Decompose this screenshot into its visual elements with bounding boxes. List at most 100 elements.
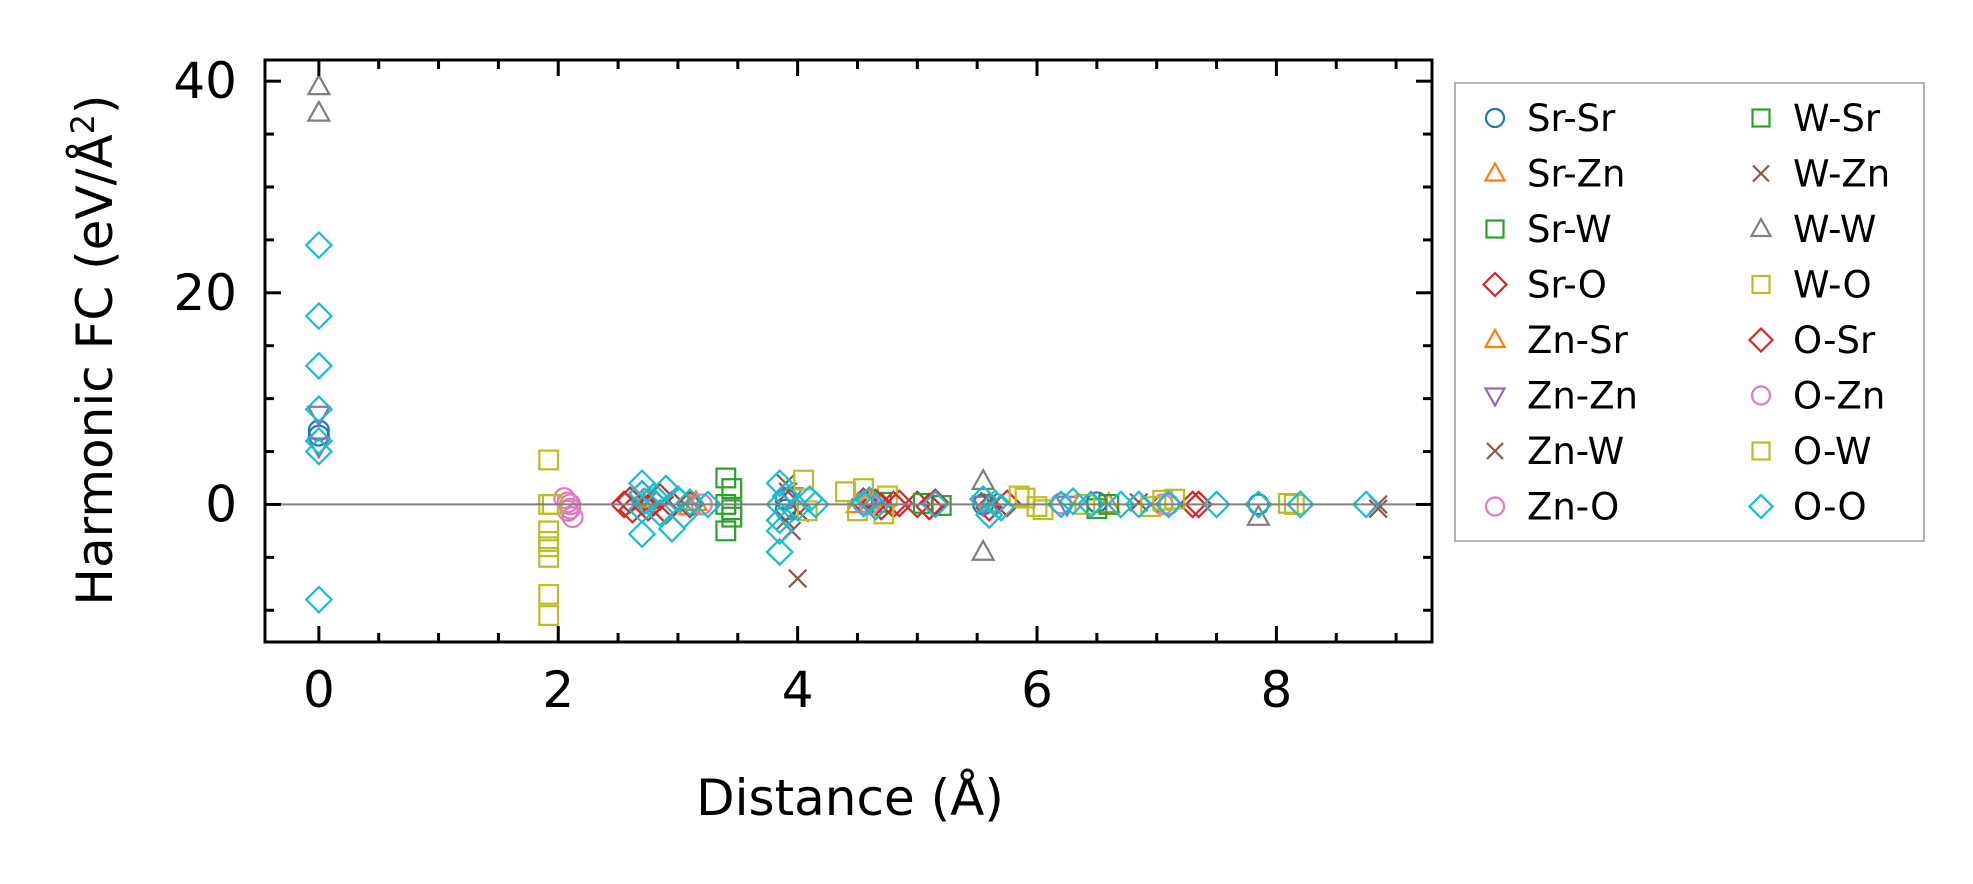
- data-point: [630, 487, 659, 516]
- data-point: [1124, 490, 1153, 519]
- x-tick-label: 4: [782, 661, 814, 719]
- legend-marker: [1751, 274, 1771, 295]
- x-tick-labels: 0 2 4 6 8: [303, 661, 1292, 719]
- legend-marker: [1752, 164, 1770, 183]
- legend-label: Sr-O: [1527, 264, 1607, 307]
- legend-marker: [1484, 107, 1506, 129]
- legend-item: Zn-O: [1484, 486, 1619, 529]
- y-tick-label: 40: [173, 52, 237, 110]
- x-tick-label: 2: [542, 661, 574, 719]
- data-point: [1140, 496, 1162, 518]
- data-point: [849, 489, 878, 518]
- y-tick-labels: 0 20 40: [173, 52, 237, 533]
- legend-marker: [1751, 108, 1771, 128]
- data-point: [306, 99, 332, 122]
- data-point: [765, 537, 794, 567]
- legend-label: O-W: [1793, 430, 1872, 473]
- legend-item: O-W: [1751, 430, 1872, 473]
- data-point: [1368, 499, 1388, 519]
- data-point: [1351, 490, 1381, 519]
- data-point: [304, 585, 334, 614]
- data-point: [721, 478, 743, 500]
- legend-item: Zn-Zn: [1483, 375, 1638, 418]
- data-point: [304, 437, 334, 466]
- data-point: [835, 481, 856, 503]
- data-point: [538, 520, 560, 542]
- legend-item: Sr-W: [1485, 208, 1612, 251]
- data-point: [915, 492, 944, 521]
- data-point: [304, 301, 334, 331]
- data-point: [853, 478, 874, 500]
- axis-ticks: [265, 60, 1432, 642]
- x-tick-label: 8: [1260, 661, 1292, 719]
- legend-marker: [1486, 442, 1504, 460]
- data-point: [721, 506, 743, 528]
- data-point: [627, 479, 657, 509]
- data-point: [538, 536, 560, 558]
- legend-label: W-O: [1793, 264, 1872, 307]
- data-point: [801, 490, 830, 519]
- legend-item: W-Zn: [1752, 153, 1890, 196]
- data-point: [715, 520, 737, 542]
- data-point: [921, 488, 950, 517]
- legend-marker: [1483, 327, 1507, 349]
- y-axis-label: Harmonic FC (eV/Å2): [64, 94, 124, 605]
- legend-marker: [1747, 493, 1775, 520]
- legend-marker: [1483, 161, 1507, 182]
- legend-marker: [1750, 385, 1772, 406]
- data-point: [1164, 488, 1186, 510]
- legend-item: O-Sr: [1747, 319, 1876, 362]
- data-point: [974, 493, 1004, 522]
- legend: Sr-Sr Sr-Zn Sr-W Sr-O Zn-Sr Zn-Zn Zn-W Zn-O W-Sr…: [1454, 82, 1925, 542]
- x-tick-label: 6: [1021, 661, 1053, 719]
- legend-item: W-W: [1749, 208, 1877, 251]
- y-tick-label: 20: [173, 264, 237, 322]
- legend-item: O-Zn: [1750, 375, 1885, 418]
- data-point: [538, 583, 560, 605]
- data-point: [921, 490, 950, 519]
- legend-label: Zn-Zn: [1527, 375, 1638, 418]
- data-point: [765, 516, 794, 546]
- data-point: [645, 498, 675, 528]
- legend-label: O-Zn: [1793, 375, 1885, 418]
- data-point: [1202, 490, 1231, 519]
- series-sr-o: [609, 479, 1207, 525]
- data-point: [1286, 490, 1315, 519]
- legend-label: W-W: [1793, 208, 1877, 251]
- data-point: [304, 426, 334, 456]
- axes-frame: [263, 58, 1434, 644]
- legend-label: Sr-Sr: [1527, 97, 1616, 140]
- data-point: [715, 467, 737, 489]
- data-point: [663, 484, 693, 514]
- series-w-o: [538, 449, 1299, 626]
- data-point: [675, 488, 705, 517]
- legend-entries: Sr-Sr Sr-Zn Sr-W Sr-O Zn-Sr Zn-Zn Zn-W Zn-O W-Sr…: [1481, 97, 1890, 529]
- legend-marker: [1485, 219, 1505, 239]
- data-point: [1026, 496, 1048, 518]
- plot-area: [263, 58, 1434, 644]
- data-point: [974, 500, 1004, 530]
- legend-item: Zn-Sr: [1483, 319, 1629, 362]
- data-point: [783, 493, 812, 522]
- data-point: [304, 394, 334, 424]
- legend-item: O-O: [1747, 486, 1867, 529]
- legend-item: W-Sr: [1751, 97, 1881, 140]
- data-point: [970, 538, 996, 561]
- y-tick-label: 0: [205, 475, 237, 533]
- data-point: [1154, 490, 1183, 519]
- data-point: [645, 482, 675, 512]
- data-point: [538, 605, 560, 626]
- data-point: [721, 499, 743, 521]
- data-point: [885, 489, 914, 518]
- data-point: [1049, 492, 1072, 515]
- y-axis-label-close: ): [66, 94, 124, 114]
- data-point: [306, 73, 332, 96]
- data-markers: [304, 73, 1388, 626]
- data-point: [1244, 490, 1273, 519]
- data-point: [304, 351, 334, 381]
- legend-label: W-Zn: [1793, 153, 1890, 196]
- legend-item: Sr-O: [1481, 264, 1607, 307]
- data-point: [1046, 490, 1076, 519]
- legend-label: Zn-W: [1527, 430, 1624, 473]
